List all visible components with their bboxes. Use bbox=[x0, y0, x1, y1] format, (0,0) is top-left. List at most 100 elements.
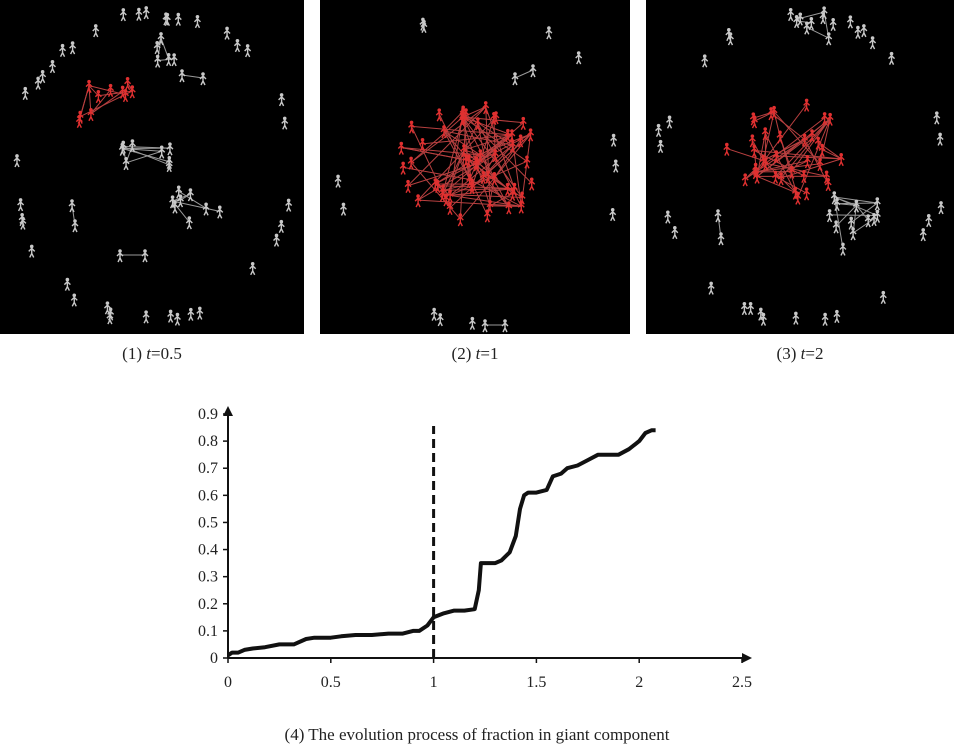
network-edge bbox=[418, 199, 522, 207]
network-edge bbox=[764, 132, 799, 198]
node-body bbox=[545, 29, 553, 40]
node-body bbox=[803, 157, 811, 169]
node-head bbox=[507, 201, 511, 205]
node-body bbox=[655, 126, 663, 137]
node-head bbox=[406, 179, 410, 184]
node-head bbox=[130, 85, 135, 89]
node-body bbox=[285, 201, 293, 212]
x-axis-ticks: 0 0.5 1 1.5 2 2.5 bbox=[224, 658, 752, 691]
node-body bbox=[17, 200, 25, 212]
node-head bbox=[461, 105, 465, 110]
node-body bbox=[527, 131, 535, 142]
node-head bbox=[188, 188, 193, 192]
node-head bbox=[839, 153, 843, 157]
node-body bbox=[446, 192, 454, 203]
node-body bbox=[273, 236, 281, 247]
network-edge bbox=[485, 106, 515, 189]
node-head bbox=[547, 26, 551, 30]
node-head bbox=[168, 309, 173, 314]
node-body bbox=[34, 79, 42, 90]
node-body bbox=[666, 118, 674, 129]
node-head bbox=[108, 83, 113, 88]
node-head bbox=[938, 132, 942, 137]
node-head bbox=[822, 112, 827, 116]
node-head bbox=[422, 19, 426, 24]
network-edge bbox=[482, 154, 496, 177]
node-body bbox=[185, 219, 193, 230]
node-body bbox=[216, 208, 224, 219]
node-body bbox=[94, 92, 102, 104]
node-body bbox=[803, 101, 811, 112]
network-edge bbox=[726, 148, 764, 161]
node-body bbox=[435, 111, 443, 122]
node-body bbox=[825, 35, 833, 46]
node-body bbox=[796, 15, 804, 26]
node-head bbox=[279, 219, 284, 224]
node-head bbox=[204, 202, 208, 207]
node-body bbox=[575, 54, 583, 65]
network-edge bbox=[172, 193, 191, 202]
node-head bbox=[165, 12, 170, 17]
node-body bbox=[787, 10, 795, 22]
node-body bbox=[860, 26, 868, 38]
node-body bbox=[741, 176, 749, 187]
node-head bbox=[198, 306, 202, 311]
node-head bbox=[341, 202, 346, 207]
node-head bbox=[73, 219, 77, 223]
y-tick-label: 0.9 bbox=[198, 406, 218, 423]
node-body bbox=[456, 216, 464, 227]
node-head bbox=[467, 173, 472, 178]
node-body bbox=[529, 67, 537, 78]
node-head bbox=[667, 115, 672, 120]
node-body bbox=[800, 172, 808, 184]
node-body bbox=[170, 56, 178, 67]
node-body bbox=[803, 190, 811, 201]
node-body bbox=[821, 315, 829, 326]
node-body bbox=[223, 29, 231, 40]
chart-caption: (4) The evolution process of fraction in… bbox=[284, 725, 670, 744]
node-body bbox=[122, 159, 130, 171]
node-body bbox=[193, 17, 201, 29]
network-edge bbox=[833, 196, 844, 249]
giant-component-chart: 0 0.1 0.2 0.3 0.4 0.5 0.6 0.7 0.8 0.9 0 0.5 1 1.5 2 2.… bbox=[198, 406, 752, 691]
node-head bbox=[478, 149, 483, 153]
panel-caption-2: (2) t=1 bbox=[451, 344, 499, 363]
node-head bbox=[820, 143, 824, 148]
node-head bbox=[77, 114, 82, 119]
node-body bbox=[484, 173, 492, 184]
x-tick-label: 2.5 bbox=[732, 674, 752, 691]
node-head bbox=[790, 165, 794, 170]
node-head bbox=[870, 36, 875, 40]
node-body bbox=[414, 197, 422, 208]
node-body bbox=[767, 109, 775, 121]
network-edge bbox=[443, 110, 464, 132]
node-body bbox=[869, 39, 877, 50]
node-head bbox=[187, 216, 192, 220]
node-head bbox=[804, 98, 809, 103]
node-head bbox=[120, 85, 125, 90]
node-head bbox=[336, 174, 340, 179]
node-body bbox=[124, 79, 132, 91]
network-edge bbox=[770, 112, 805, 140]
node-body bbox=[761, 130, 769, 141]
node-head bbox=[531, 64, 535, 68]
node-head bbox=[773, 170, 778, 175]
network-edge bbox=[762, 160, 796, 193]
node-head bbox=[939, 201, 943, 205]
node-head bbox=[492, 111, 496, 116]
node-body bbox=[174, 15, 182, 26]
node-body bbox=[772, 173, 780, 184]
node-body bbox=[135, 10, 143, 21]
node-body bbox=[888, 54, 896, 65]
node-body bbox=[792, 314, 800, 325]
node-body bbox=[664, 213, 672, 224]
node-head bbox=[849, 216, 854, 221]
node-body bbox=[468, 319, 476, 330]
node-head bbox=[866, 214, 870, 218]
network-edge bbox=[755, 170, 792, 173]
node-body bbox=[925, 216, 933, 228]
node-body bbox=[794, 194, 802, 205]
node-head bbox=[828, 112, 832, 117]
network-edge bbox=[172, 200, 207, 209]
node-head bbox=[751, 112, 756, 116]
